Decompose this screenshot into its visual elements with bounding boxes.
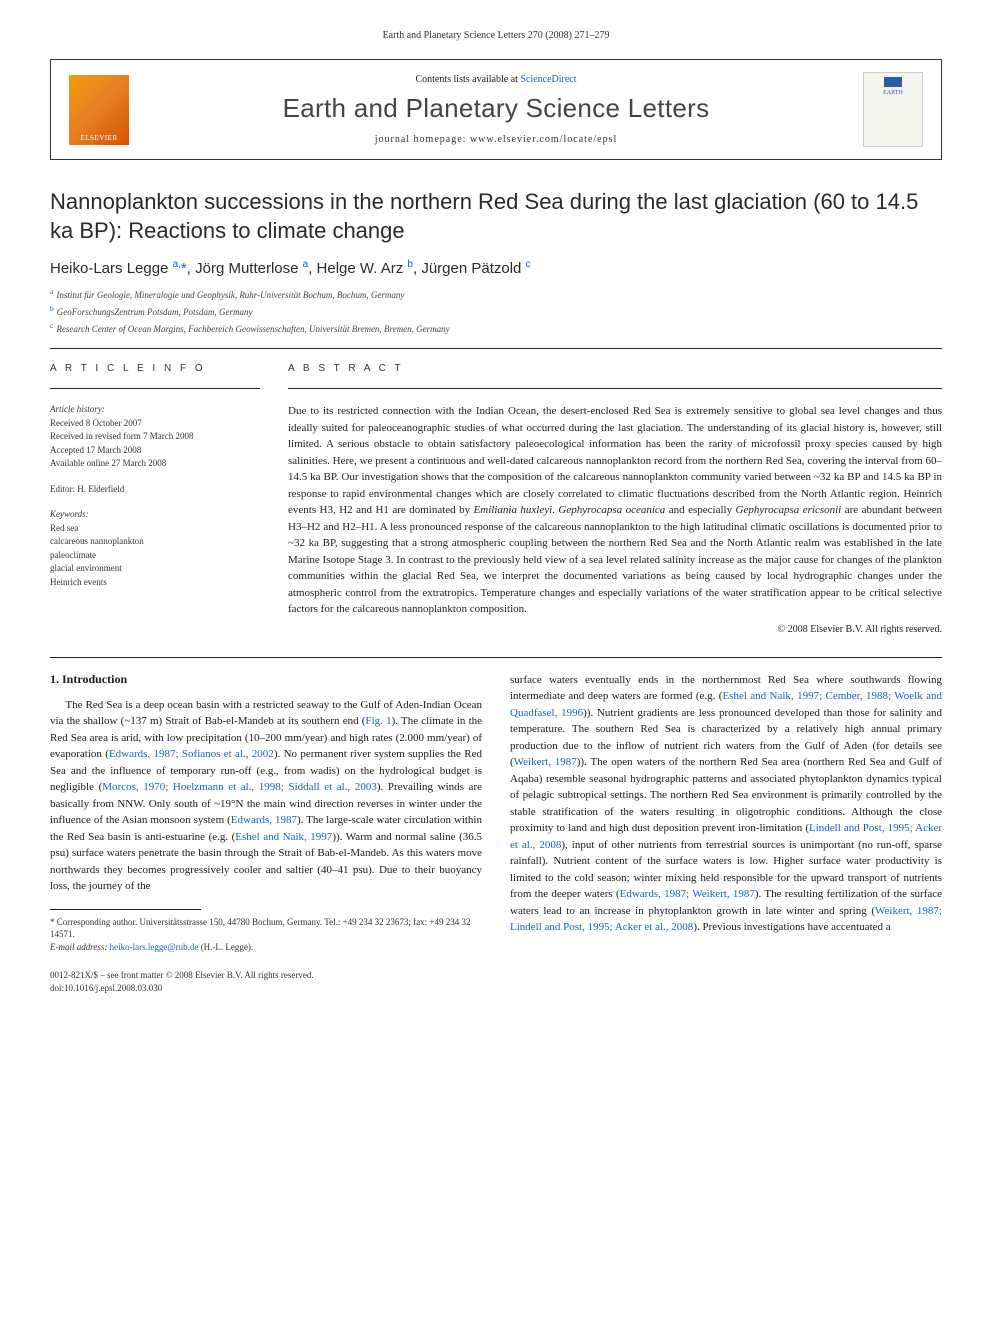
article-info-heading: A R T I C L E I N F O [50,363,260,374]
email-label: E-mail address: [50,942,110,952]
history-line: Received in revised form 7 March 2008 [50,430,260,444]
abstract-divider [288,388,942,389]
editor-name: H. Elderfield [77,484,124,494]
info-divider [50,388,260,389]
contents-available-line: Contents lists available at ScienceDirec… [147,74,845,85]
email-suffix: (H.-L. Legge). [198,942,253,952]
keyword-line: paleoclimate [50,549,260,563]
journal-cover-thumbnail: EARTH [863,72,923,147]
author-email-link[interactable]: heiko-lars.legge@rub.de [110,942,199,952]
affiliation-line: bGeoForschungsZentrum Potsdam, Potsdam, … [50,304,942,317]
body-two-column: 1. Introduction The Red Sea is a deep oc… [50,672,942,954]
email-footnote: E-mail address: heiko-lars.legge@rub.de … [50,941,482,954]
footer-doi: doi:10.1016/j.epsl.2008.03.030 [50,982,314,995]
keyword-line: calcareous nannoplankton [50,535,260,549]
article-info-column: A R T I C L E I N F O Article history: R… [50,363,260,635]
history-line: Available online 27 March 2008 [50,457,260,471]
page-footer: 0012-821X/$ – see front matter © 2008 El… [50,969,942,994]
article-title: Nannoplankton successions in the norther… [50,188,942,245]
keyword-line: glacial environment [50,562,260,576]
footer-front-matter: 0012-821X/$ – see front matter © 2008 El… [50,969,314,982]
body-column-right: surface waters eventually ends in the no… [510,672,942,954]
body-paragraph: surface waters eventually ends in the no… [510,672,942,936]
section-divider [50,348,942,349]
abstract-heading: A B S T R A C T [288,363,942,374]
history-line: Received 8 October 2007 [50,417,260,431]
running-header: Earth and Planetary Science Letters 270 … [50,30,942,41]
history-line: Accepted 17 March 2008 [50,444,260,458]
history-label: Article history: [50,403,260,417]
abstract-text: Due to its restricted connection with th… [288,403,942,618]
journal-header-box: ELSEVIER Contents lists available at Sci… [50,59,942,160]
elsevier-logo: ELSEVIER [69,75,129,145]
contents-prefix: Contents lists available at [415,74,520,85]
footnote-divider [50,909,201,910]
journal-homepage-line: journal homepage: www.elsevier.com/locat… [147,134,845,145]
body-column-left: 1. Introduction The Red Sea is a deep oc… [50,672,482,954]
keywords-label: Keywords: [50,508,260,522]
affiliation-line: aInstitut für Geologie, Mineralogie und … [50,287,942,300]
affiliation-line: cResearch Center of Ocean Margins, Fachb… [50,321,942,334]
sciencedirect-link[interactable]: ScienceDirect [520,74,576,85]
corresponding-author-footnote: * Corresponding author. Universitätsstra… [50,916,482,941]
abstract-column: A B S T R A C T Due to its restricted co… [288,363,942,635]
author-list: Heiko-Lars Legge a,*, Jörg Mutterlose a,… [50,259,942,277]
keyword-line: Heinrich events [50,576,260,590]
abstract-copyright: © 2008 Elsevier B.V. All rights reserved… [288,624,942,635]
cover-badge-icon [884,77,902,87]
keyword-line: Red sea [50,522,260,536]
journal-name: Earth and Planetary Science Letters [147,93,845,124]
cover-text: EARTH [883,90,903,97]
elsevier-logo-text: ELSEVIER [80,134,117,145]
section-heading-intro: 1. Introduction [50,672,482,687]
editor-label: Editor: [50,484,77,494]
body-paragraph: The Red Sea is a deep ocean basin with a… [50,697,482,895]
section-divider [50,657,942,658]
